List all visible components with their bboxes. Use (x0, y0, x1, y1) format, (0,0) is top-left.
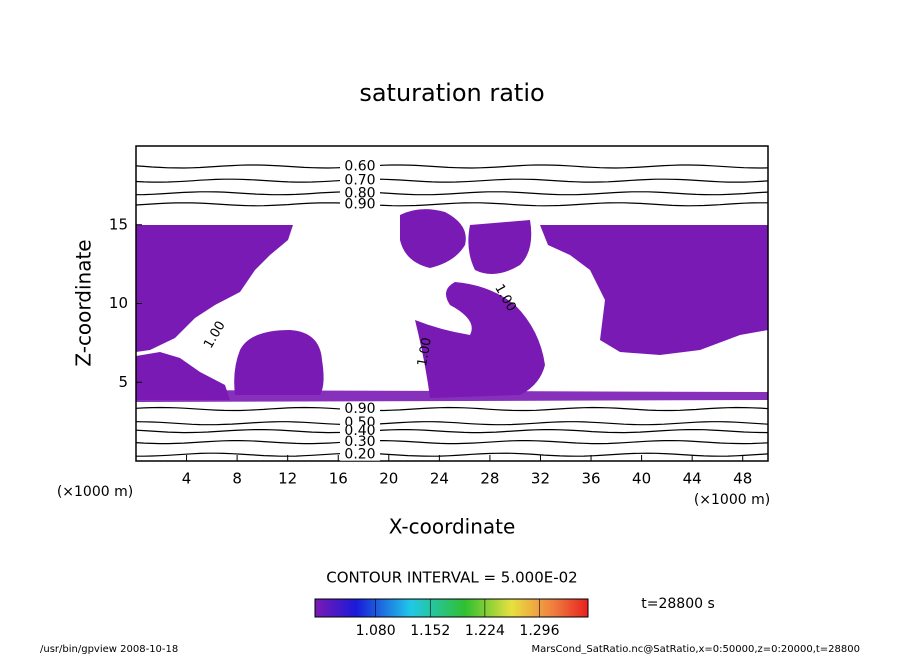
x-unit: (×1000 m) (694, 492, 770, 508)
footer-left: /usr/bin/gpview 2008-10-18 (40, 644, 178, 654)
x-tick-label: 12 (278, 470, 297, 488)
y-axis-label: Z-coordinate (72, 239, 96, 366)
footer-right: MarsCond_SatRatio.nc@SatRatio,x=0:50000,… (531, 644, 860, 654)
x-tick-label: 16 (329, 470, 348, 488)
chart-title: saturation ratio (359, 79, 544, 107)
contour-label-bg (340, 198, 380, 211)
contour-label-bg (340, 187, 380, 200)
x-tick-label: 8 (232, 470, 242, 488)
colorbar (314, 598, 589, 618)
y-tick-label: 10 (109, 294, 128, 312)
contour-line (135, 421, 769, 426)
x-tick-label: 28 (480, 470, 499, 488)
contour-interval: CONTOUR INTERVAL = 5.000E-02 (326, 569, 577, 587)
x-tick-label: 32 (531, 470, 550, 488)
x-tick-label: 4 (182, 470, 192, 488)
y-tick-label: 15 (109, 215, 128, 233)
x-tick-label: 36 (581, 470, 600, 488)
contour-line (135, 191, 769, 196)
x-unit: (×1000 m) (57, 484, 133, 500)
contour-label: 0.90 (344, 196, 375, 212)
x-tick-label: 48 (733, 470, 752, 488)
contour-label-bg (340, 403, 380, 416)
contour-line (135, 178, 769, 183)
contour-label: 1.00 (201, 319, 228, 352)
contour-label: 1.00 (415, 336, 435, 367)
contour-label-bg (340, 425, 380, 438)
filled-region (136, 209, 768, 402)
colorbar-tick-label: 1.080 (356, 623, 396, 639)
contour-label: 0.20 (344, 447, 375, 463)
contour-label: 0.90 (344, 401, 375, 417)
x-tick-label: 24 (430, 470, 449, 488)
contour-line (135, 164, 769, 169)
contour-label: 0.40 (344, 423, 375, 439)
x-tick-label: 20 (379, 470, 398, 488)
contour-line (135, 429, 769, 434)
contour-label-bg (340, 436, 380, 449)
contour-line (135, 440, 769, 445)
contour-line (135, 202, 768, 207)
colorbar-tick-label: 1.152 (410, 623, 450, 639)
x-tick-label: 40 (632, 470, 651, 488)
contour-label-bg (340, 448, 380, 461)
contour-line (136, 452, 769, 457)
colorbar-tick-label: 1.296 (519, 623, 559, 639)
time-label: t=28800 s (641, 596, 715, 612)
contour-label: 0.30 (344, 434, 375, 450)
contour-label-bg (340, 160, 380, 173)
contour-label: 0.70 (344, 173, 375, 189)
colorbar-tick-label: 1.224 (465, 623, 505, 639)
x-tick-label: 44 (683, 470, 702, 488)
x-axis-label: X-coordinate (389, 515, 516, 539)
y-tick-label: 5 (118, 373, 128, 391)
contour-line (135, 406, 769, 412)
contour-label: 0.80 (344, 185, 375, 201)
contour-label-bg (340, 174, 380, 187)
contour-label: 0.60 (344, 158, 375, 174)
